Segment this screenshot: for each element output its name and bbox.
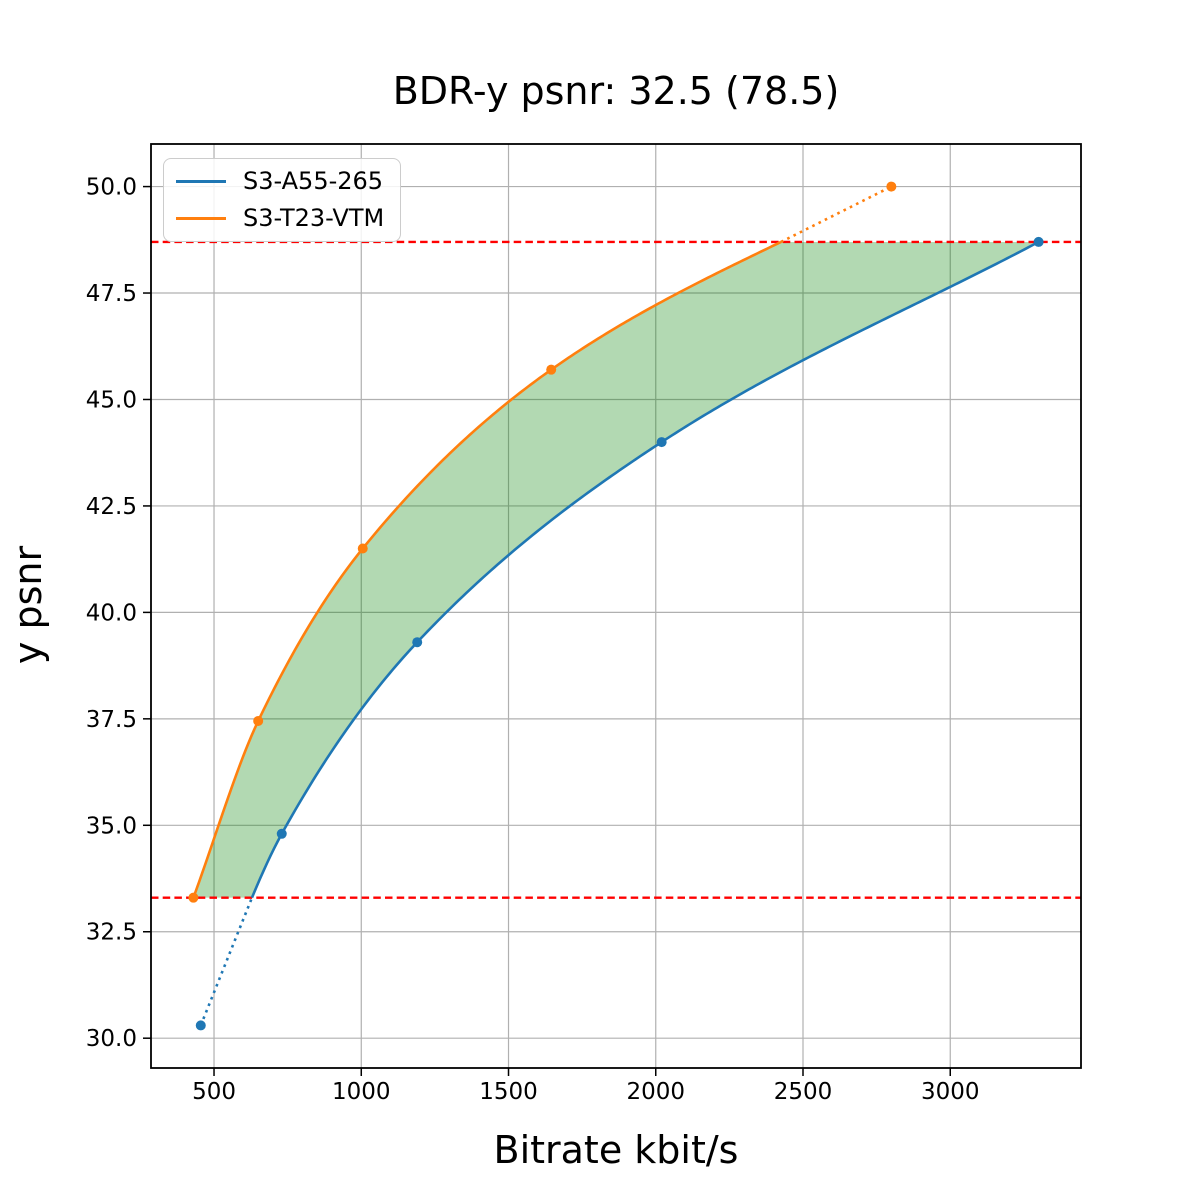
bd-fill-region bbox=[193, 241, 1039, 898]
legend-label-s3-a55-265: S3-A55-265 bbox=[243, 167, 384, 195]
series-curve bbox=[250, 240, 1040, 899]
data-point-marker bbox=[656, 437, 667, 448]
legend: S3-A55-265 S3-T23-VTM bbox=[163, 158, 402, 242]
series-curve-dotted bbox=[780, 185, 892, 244]
y-tick-label: 30.0 bbox=[86, 1026, 137, 1052]
data-point-marker bbox=[1033, 236, 1044, 247]
x-tick-label: 500 bbox=[192, 1079, 236, 1105]
y-tick-label: 40.0 bbox=[86, 600, 137, 626]
data-point-marker bbox=[357, 543, 368, 554]
y-axis-label: y psnr bbox=[6, 545, 50, 665]
y-tick-label: 32.5 bbox=[86, 920, 137, 946]
legend-item-s3-a55-265: S3-A55-265 bbox=[176, 168, 384, 194]
plot-border bbox=[150, 143, 1082, 1069]
legend-item-s3-t23-vtm: S3-T23-VTM bbox=[176, 204, 385, 233]
data-point-marker bbox=[195, 1020, 206, 1031]
y-tick-label: 37.5 bbox=[86, 707, 137, 733]
chart-title: BDR-y psnr: 32.5 (78.5) bbox=[392, 69, 840, 113]
series-curve-dotted bbox=[199, 897, 254, 1026]
y-tick-label: 42.5 bbox=[86, 494, 137, 520]
data-point-marker bbox=[412, 637, 423, 648]
y-tick-label: 45.0 bbox=[86, 387, 137, 413]
x-tick-label: 3000 bbox=[921, 1079, 980, 1105]
data-point-marker bbox=[188, 892, 199, 903]
legend-label-s3-t23-vtm: S3-T23-VTM bbox=[243, 204, 385, 233]
data-point-marker bbox=[276, 828, 287, 839]
legend-line-sample-orange bbox=[176, 217, 226, 221]
data-point-marker bbox=[886, 181, 897, 192]
y-tick-label: 47.5 bbox=[86, 281, 137, 307]
x-tick-label: 1000 bbox=[332, 1079, 391, 1105]
data-point-marker bbox=[253, 715, 264, 726]
x-tick-label: 2000 bbox=[626, 1079, 685, 1105]
data-point-marker bbox=[546, 364, 557, 375]
y-tick-label: 50.0 bbox=[86, 175, 137, 201]
legend-line-sample-blue bbox=[176, 179, 226, 183]
x-tick-label: 1500 bbox=[479, 1079, 538, 1105]
x-tick-label: 2500 bbox=[774, 1079, 833, 1105]
y-tick-label: 35.0 bbox=[86, 813, 137, 839]
x-axis-label: Bitrate kbit/s bbox=[493, 1128, 739, 1172]
series-curve bbox=[192, 240, 782, 899]
